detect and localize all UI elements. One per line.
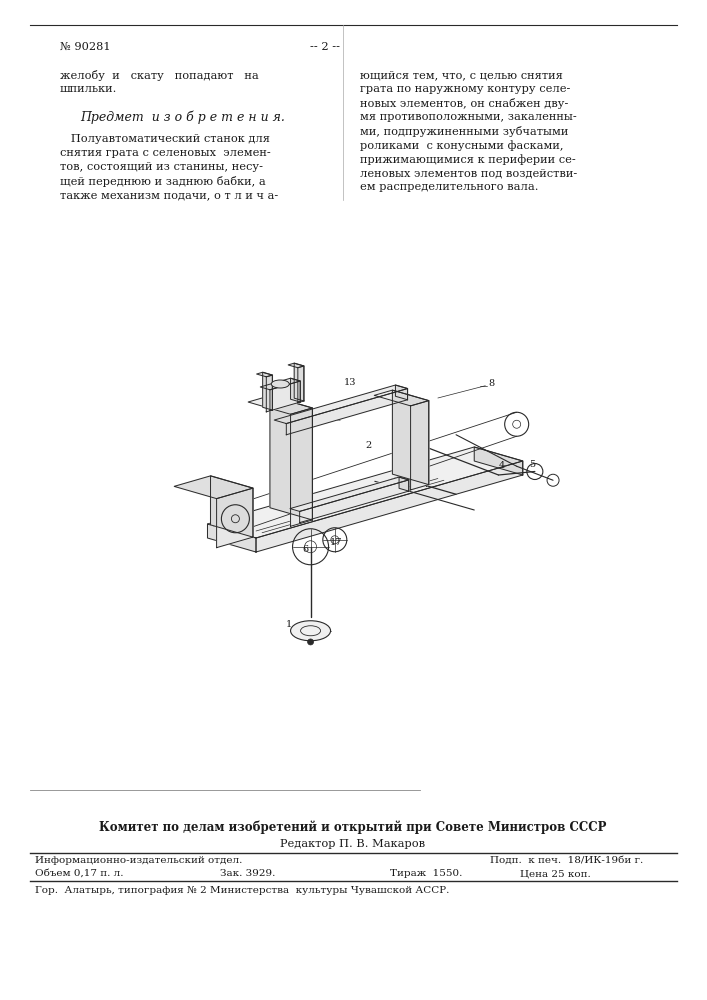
Text: Подп.  к печ.  18/ИК-19би г.: Подп. к печ. 18/ИК-19би г. — [490, 856, 643, 865]
Polygon shape — [392, 390, 428, 485]
Text: 2: 2 — [365, 440, 371, 450]
Polygon shape — [300, 480, 409, 523]
Text: Объем 0,17 п. л.: Объем 0,17 п. л. — [35, 869, 124, 878]
Text: снятия грата с селеновых  элемен-: снятия грата с селеновых элемен- — [60, 148, 271, 158]
Text: ющийся тем, что, с целью снятия: ющийся тем, что, с целью снятия — [360, 70, 563, 80]
Text: 13: 13 — [344, 378, 356, 387]
Ellipse shape — [291, 621, 331, 641]
Polygon shape — [291, 408, 312, 526]
Polygon shape — [294, 363, 304, 401]
Text: ем распределительного вала.: ем распределительного вала. — [360, 182, 539, 192]
Text: 9: 9 — [335, 414, 341, 423]
Polygon shape — [374, 390, 428, 406]
Polygon shape — [208, 447, 522, 538]
Polygon shape — [474, 447, 522, 475]
Text: 5: 5 — [529, 460, 535, 469]
Text: леновых элементов под воздействи-: леновых элементов под воздействи- — [360, 168, 577, 178]
Text: Зак. 3929.: Зак. 3929. — [220, 869, 275, 878]
Polygon shape — [291, 378, 300, 402]
Text: Тираж  1550.: Тираж 1550. — [390, 869, 462, 878]
Polygon shape — [270, 396, 312, 520]
Polygon shape — [256, 461, 522, 552]
Polygon shape — [298, 366, 304, 403]
Polygon shape — [274, 385, 407, 424]
Text: Информационно-издательский отдел.: Информационно-издательский отдел. — [35, 856, 243, 865]
Text: желобу  и   скату   попадают   на: желобу и скату попадают на — [60, 70, 259, 81]
Polygon shape — [411, 401, 428, 490]
Text: Комитет по делам изобретений и открытий при Совете Министров СССР: Комитет по делам изобретений и открытий … — [99, 820, 607, 834]
Polygon shape — [267, 375, 272, 412]
Text: новых элементов, он снабжен дву-: новых элементов, он снабжен дву- — [360, 98, 568, 109]
Polygon shape — [288, 363, 304, 368]
Polygon shape — [248, 396, 312, 414]
Text: 8: 8 — [489, 379, 494, 388]
Polygon shape — [174, 476, 253, 499]
Polygon shape — [208, 524, 256, 552]
Text: роликами  с конусными фасками,: роликами с конусными фасками, — [360, 140, 563, 151]
Text: тов, состоящий из станины, несу-: тов, состоящий из станины, несу- — [60, 162, 263, 172]
Polygon shape — [290, 477, 409, 511]
Text: 6: 6 — [303, 545, 309, 554]
Polygon shape — [399, 477, 409, 491]
Polygon shape — [263, 372, 272, 410]
Text: 4: 4 — [498, 462, 505, 471]
Circle shape — [308, 639, 314, 645]
Text: Полуавтоматический станок для: Полуавтоматический станок для — [60, 134, 270, 144]
Polygon shape — [257, 372, 272, 377]
Text: Цена 25 коп.: Цена 25 коп. — [520, 869, 591, 878]
Text: Гор.  Алатырь, типография № 2 Министерства  культуры Чувашской АССР.: Гор. Алатырь, типография № 2 Министерств… — [35, 886, 450, 895]
Text: 1: 1 — [286, 620, 292, 629]
Text: № 90281: № 90281 — [60, 42, 110, 52]
Text: шпильки.: шпильки. — [60, 84, 117, 94]
Text: также механизм подачи, о т л и ч а-: также механизм подачи, о т л и ч а- — [60, 190, 279, 200]
Polygon shape — [216, 488, 253, 548]
Text: -- 2 --: -- 2 -- — [310, 42, 340, 52]
Text: прижимающимися к периферии се-: прижимающимися к периферии се- — [360, 154, 575, 165]
Text: ми, подпружиненными зубчатыми: ми, подпружиненными зубчатыми — [360, 126, 568, 137]
Text: грата по наружному контуру селе-: грата по наружному контуру селе- — [360, 84, 571, 94]
Polygon shape — [286, 389, 407, 435]
Polygon shape — [260, 378, 300, 390]
Text: мя противоположными, закаленны-: мя противоположными, закаленны- — [360, 112, 577, 122]
Text: Редактор П. В. Макаров: Редактор П. В. Макаров — [281, 839, 426, 849]
Text: щей переднюю и заднюю бабки, а: щей переднюю и заднюю бабки, а — [60, 176, 266, 187]
Ellipse shape — [271, 380, 289, 388]
Text: 17: 17 — [329, 538, 342, 547]
Text: Предмет  и з о б р е т е н и я.: Предмет и з о б р е т е н и я. — [80, 110, 285, 123]
Polygon shape — [395, 385, 407, 400]
Polygon shape — [211, 476, 253, 537]
Polygon shape — [270, 381, 300, 411]
